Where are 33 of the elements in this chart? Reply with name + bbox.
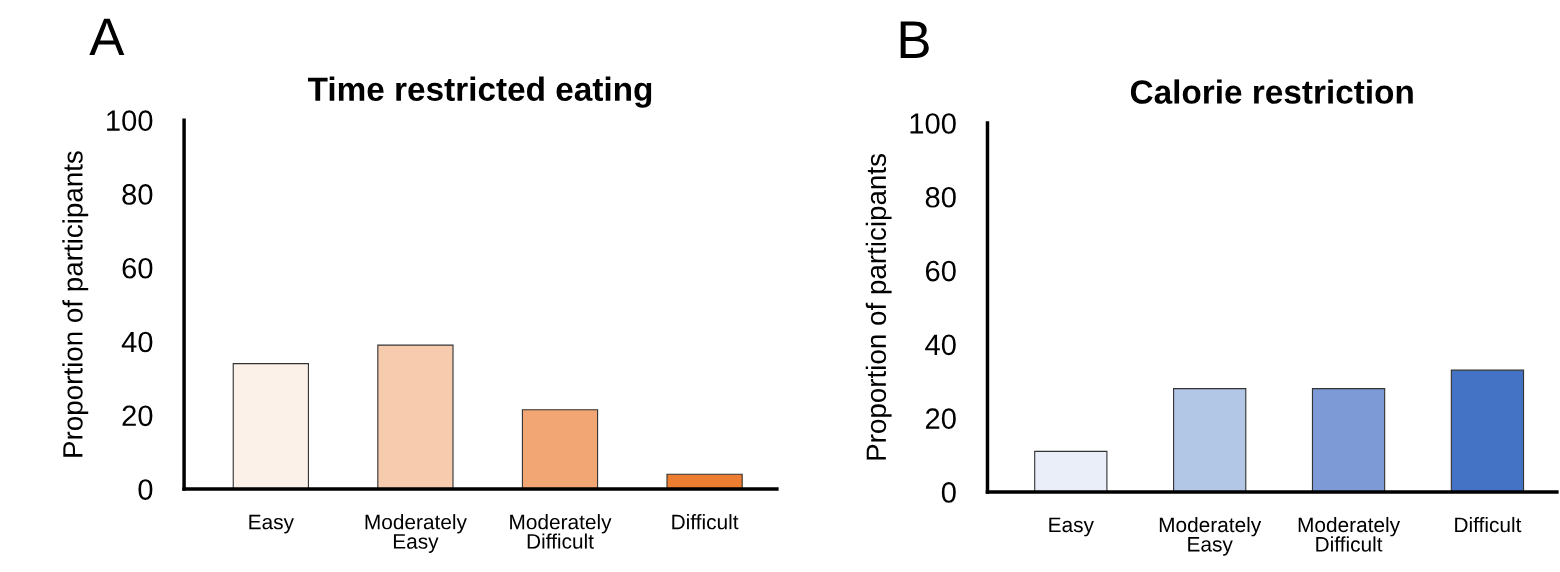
chart-title: Time restricted eating: [307, 76, 652, 108]
y-tick-label: 40: [925, 334, 956, 356]
y-tick-label: 100: [107, 110, 153, 131]
bar: [1173, 388, 1247, 492]
y-tick-label: 60: [122, 257, 153, 279]
y-axis-title: Proportion of participants: [865, 154, 892, 460]
bar: [1450, 369, 1525, 492]
x-tick-label: Moderately Easy: [1159, 516, 1262, 556]
y-tick-label: 80: [925, 186, 956, 208]
bar: [1034, 450, 1108, 492]
y-tick-label: 0: [941, 482, 956, 503]
text: A: [89, 18, 125, 56]
bar: [377, 344, 454, 490]
text: B: [900, 21, 929, 58]
x-tick-label: Easy: [249, 514, 294, 534]
y-tick-label: 40: [121, 331, 153, 353]
y-tick-label: 0: [138, 479, 153, 500]
y-tick-label: 20: [122, 405, 153, 427]
y-tick-label: 60: [925, 260, 956, 282]
x-tick-label: Moderately Difficult: [1298, 516, 1401, 552]
x-tick-label: Difficult: [672, 514, 739, 530]
bar: [1311, 388, 1386, 492]
x-tick-label: Difficult: [1455, 516, 1522, 533]
y-tick-label: 20: [925, 408, 956, 429]
x-tick-label: Moderately Easy: [365, 514, 467, 553]
bar: [232, 363, 309, 490]
y-tick-label: 100: [910, 113, 956, 134]
y-axis-title: Proportion of participants: [62, 151, 89, 457]
x-tick-label: Easy: [1049, 517, 1094, 537]
chart-title: Calorie restriction: [1130, 79, 1413, 104]
bar: [521, 409, 599, 490]
x-tick-label: Moderately Difficult: [510, 514, 612, 549]
y-tick-label: 80: [122, 184, 153, 205]
